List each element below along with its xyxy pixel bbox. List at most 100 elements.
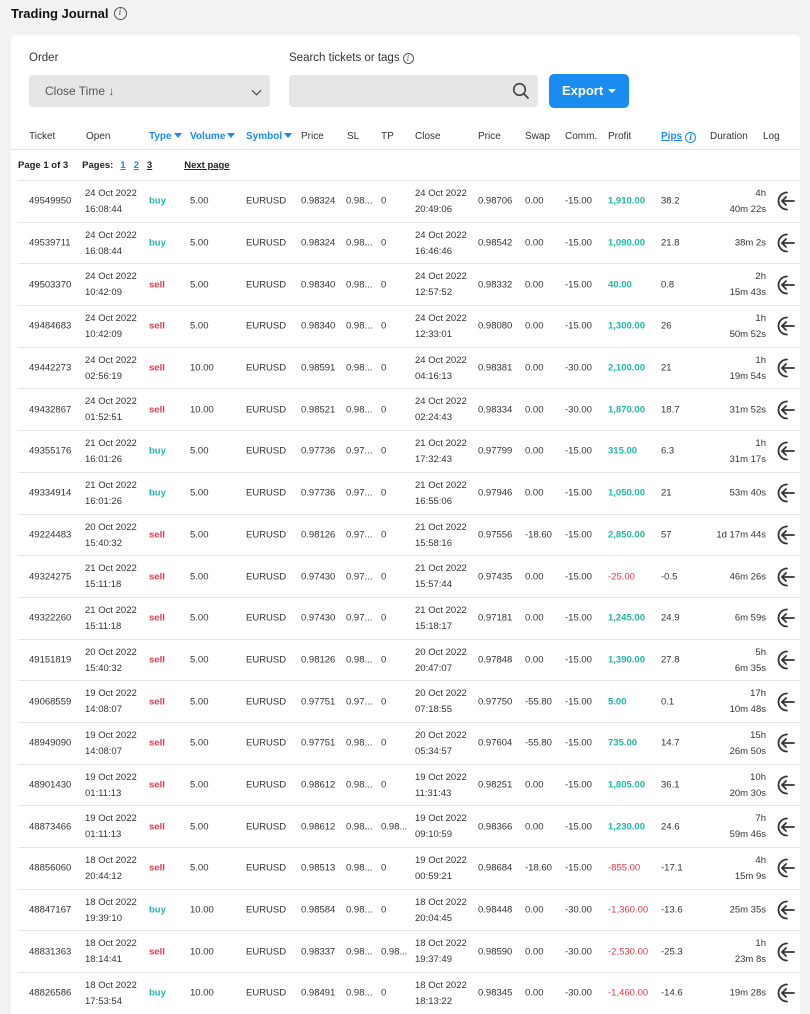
search-input[interactable] bbox=[289, 75, 499, 107]
close-date: 20 Oct 2022 bbox=[415, 729, 467, 741]
ticket-cell[interactable]: 49334914 bbox=[29, 487, 72, 499]
table-row[interactable]: 48826586 18 Oct 2022 17:53:54 buy 10.00 EURUS… bbox=[18, 972, 800, 1014]
col-pips[interactable]: Pips i bbox=[661, 131, 697, 143]
ticket-cell[interactable]: 49539711 bbox=[29, 237, 71, 249]
ticket-cell[interactable]: 49503370 bbox=[29, 279, 72, 291]
ticket-cell[interactable]: 48949090 bbox=[29, 737, 72, 749]
ticket-cell[interactable]: 49068559 bbox=[29, 696, 72, 708]
order-select[interactable]: Close Time ↓ bbox=[29, 75, 270, 107]
table-row[interactable]: 49068559 19 Oct 2022 14:08:07 sell 5.00 EURUS… bbox=[18, 680, 800, 722]
price-cell: 0.97430 bbox=[301, 612, 336, 624]
table-row[interactable]: 49322260 21 Oct 2022 15:11:18 sell 5.00 EURUS… bbox=[18, 596, 800, 639]
volume-cell: 10.00 bbox=[190, 946, 214, 958]
col-symbol[interactable]: Symbol bbox=[246, 131, 293, 142]
table-row[interactable]: 49539711 24 Oct 2022 16:08:44 buy 5.00 EURUSD… bbox=[18, 221, 800, 264]
log-icon[interactable] bbox=[774, 649, 796, 671]
log-icon[interactable] bbox=[774, 982, 796, 1004]
log-icon[interactable] bbox=[774, 607, 796, 629]
close-date: 19 Oct 2022 bbox=[415, 855, 467, 866]
log-icon[interactable] bbox=[774, 190, 796, 212]
ticket-cell[interactable]: 48901430 bbox=[29, 779, 72, 791]
table-row[interactable]: 49334914 21 Oct 2022 16:01:26 buy 5.00 EURUSD… bbox=[18, 471, 800, 514]
log-icon[interactable] bbox=[774, 899, 796, 921]
log-icon[interactable] bbox=[774, 315, 796, 337]
search-icon[interactable] bbox=[512, 82, 530, 100]
ticket-cell[interactable]: 49442273 bbox=[29, 362, 72, 374]
tp-cell: 0 bbox=[381, 195, 387, 207]
symbol-cell: EURUSD bbox=[246, 279, 287, 291]
ticket-cell[interactable]: 49322260 bbox=[29, 612, 72, 624]
ticket-cell[interactable]: 48873466 bbox=[29, 821, 72, 833]
log-icon[interactable] bbox=[774, 732, 796, 754]
table-row[interactable]: 49355176 21 Oct 2022 16:01:26 buy 5.00 EURUSD… bbox=[18, 430, 800, 472]
table-row[interactable]: 49484683 24 Oct 2022 10:42:09 sell 5.00 EURUS… bbox=[18, 305, 800, 347]
open-time: 18:14:41 bbox=[85, 954, 122, 966]
page-link-1[interactable]: 1 bbox=[120, 160, 126, 171]
price-cell: 0.98126 bbox=[301, 654, 336, 666]
ticket-cell[interactable]: 49324275 bbox=[29, 571, 72, 583]
close-cell: 21 Oct 2022 17:32:43 bbox=[415, 436, 467, 468]
symbol-cell: EURUSD bbox=[246, 487, 287, 499]
table-row[interactable]: 49432867 24 Oct 2022 01:52:51 sell 10.00 EURU… bbox=[18, 388, 800, 430]
ticket-cell[interactable]: 49549950 bbox=[29, 195, 72, 207]
swap-cell: 0.00 bbox=[525, 279, 544, 291]
log-icon[interactable] bbox=[774, 774, 796, 796]
info-icon[interactable]: i bbox=[113, 7, 127, 20]
close-price-cell: 0.97556 bbox=[478, 529, 513, 541]
tp-cell: 0 bbox=[381, 529, 387, 541]
ticket-cell[interactable]: 49355176 bbox=[29, 445, 72, 457]
log-icon[interactable] bbox=[774, 399, 796, 421]
log-icon[interactable] bbox=[774, 440, 796, 462]
log-icon[interactable] bbox=[774, 524, 796, 546]
table-row[interactable]: 49224483 20 Oct 2022 15:40:32 sell 5.00 EURUS… bbox=[18, 513, 800, 556]
log-icon[interactable] bbox=[774, 357, 796, 379]
table-row[interactable]: 49503370 24 Oct 2022 10:42:09 sell 5.00 EURUS… bbox=[18, 263, 800, 305]
ticket-cell[interactable]: 48847167 bbox=[29, 904, 72, 916]
table-row[interactable]: 49151819 20 Oct 2022 15:40:32 sell 5.00 EURUS… bbox=[18, 638, 800, 681]
ticket-cell[interactable]: 48826586 bbox=[29, 987, 72, 999]
log-icon[interactable] bbox=[774, 566, 796, 588]
table-row[interactable]: 48949090 19 Oct 2022 14:08:07 sell 5.00 EURUS… bbox=[18, 721, 800, 764]
page-link-2[interactable]: 2 bbox=[133, 160, 139, 171]
export-button[interactable]: Export bbox=[549, 74, 629, 108]
open-cell: 24 Oct 2022 10:42:09 bbox=[85, 311, 137, 343]
col-type[interactable]: Type bbox=[149, 131, 182, 142]
close-time: 12:33:01 bbox=[415, 329, 452, 341]
table-row[interactable]: 48847167 18 Oct 2022 19:39:10 buy 10.00 EURUS… bbox=[18, 888, 800, 931]
sl-cell: 0.97... bbox=[346, 571, 373, 583]
ticket-cell[interactable]: 48831363 bbox=[29, 946, 72, 958]
tp-cell: 0 bbox=[381, 362, 387, 374]
ticket-cell[interactable]: 49432867 bbox=[29, 404, 72, 416]
log-icon[interactable] bbox=[774, 857, 796, 879]
ticket-cell[interactable]: 49484683 bbox=[29, 320, 72, 332]
log-icon[interactable] bbox=[774, 941, 796, 963]
table-row[interactable]: 49442273 24 Oct 2022 02:56:19 sell 10.00 EURU… bbox=[18, 346, 800, 389]
next-page-link[interactable]: Next page bbox=[184, 160, 230, 171]
log-icon[interactable] bbox=[774, 274, 796, 296]
open-cell: 21 Oct 2022 16:01:26 bbox=[85, 436, 137, 468]
table-row[interactable]: 48901430 19 Oct 2022 01:11:13 sell 5.00 EURUS… bbox=[18, 763, 800, 806]
log-icon[interactable] bbox=[774, 816, 796, 838]
table-row[interactable]: 49324275 21 Oct 2022 15:11:18 sell 5.00 EURUS… bbox=[18, 555, 800, 597]
log-icon[interactable] bbox=[774, 482, 796, 504]
table-row[interactable]: 48873466 19 Oct 2022 01:11:13 sell 5.00 EURUS… bbox=[18, 805, 800, 847]
ticket-cell[interactable]: 49224483 bbox=[29, 529, 72, 541]
ticket-cell[interactable]: 48856060 bbox=[29, 862, 72, 874]
page-link-3[interactable]: 3 bbox=[146, 160, 153, 171]
info-icon[interactable]: i bbox=[402, 52, 414, 64]
table-row[interactable]: 48831363 18 Oct 2022 18:14:41 sell 10.00 EURU… bbox=[18, 930, 800, 972]
duration-cell: 25m 35s bbox=[729, 904, 766, 916]
profit-cell: 2,100.00 bbox=[608, 362, 645, 374]
col-volume[interactable]: Volume bbox=[190, 131, 236, 142]
log-icon[interactable] bbox=[774, 232, 796, 254]
price-cell: 0.98612 bbox=[301, 821, 336, 833]
price-cell: 0.97751 bbox=[301, 696, 336, 708]
table-row[interactable]: 48856060 18 Oct 2022 20:44:12 sell 5.00 EURUS… bbox=[18, 847, 800, 889]
close-price-cell: 0.98334 bbox=[478, 404, 513, 416]
ticket-cell[interactable]: 49151819 bbox=[29, 654, 72, 666]
table-row[interactable]: 49549950 24 Oct 2022 16:08:44 buy 5.00 EURUSD… bbox=[18, 180, 800, 222]
profit-cell: -2,530.00 bbox=[608, 946, 649, 958]
log-icon[interactable] bbox=[774, 691, 796, 713]
info-icon[interactable]: i bbox=[685, 132, 697, 143]
tp-cell: 0.98... bbox=[381, 821, 408, 833]
